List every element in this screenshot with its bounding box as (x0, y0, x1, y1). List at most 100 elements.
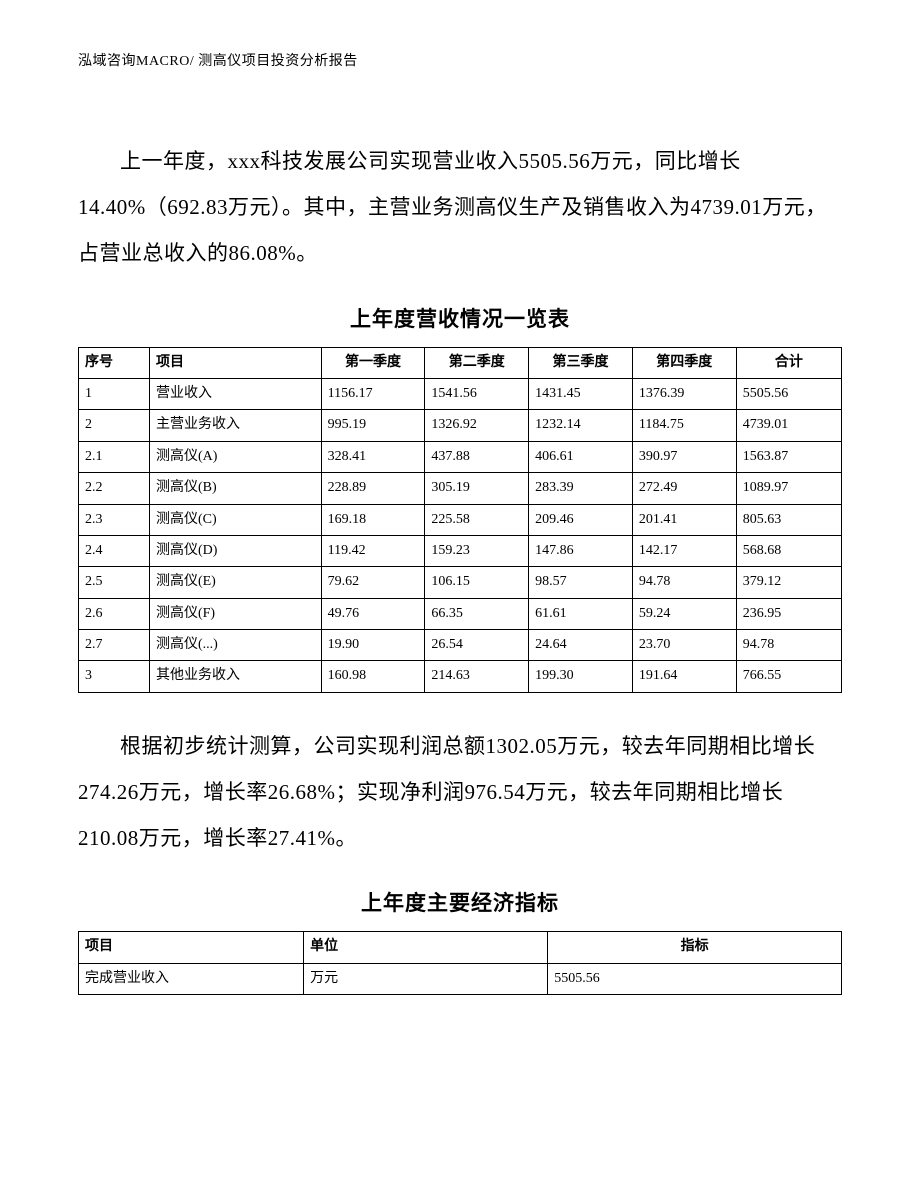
table-cell: 1156.17 (321, 378, 425, 409)
table-cell: 119.42 (321, 535, 425, 566)
table-cell: 2.7 (79, 630, 150, 661)
table-cell: 测高仪(A) (149, 441, 321, 472)
table-cell: 98.57 (529, 567, 633, 598)
table-cell: 225.58 (425, 504, 529, 535)
table-cell: 147.86 (529, 535, 633, 566)
table-cell: 1431.45 (529, 378, 633, 409)
th-item: 项目 (149, 347, 321, 378)
indicators-table: 项目 单位 指标 完成营业收入万元5505.56 (78, 931, 842, 995)
th2-unit: 单位 (304, 932, 548, 963)
table-row: 2.4测高仪(D)119.42159.23147.86142.17568.68 (79, 535, 842, 566)
table-cell: 2.2 (79, 473, 150, 504)
table-row: 2.7测高仪(...)19.9026.5424.6423.7094.78 (79, 630, 842, 661)
table-cell: 160.98 (321, 661, 425, 692)
table-cell: 测高仪(...) (149, 630, 321, 661)
table-cell: 236.95 (736, 598, 841, 629)
th-q4: 第四季度 (632, 347, 736, 378)
table-cell: 测高仪(C) (149, 504, 321, 535)
table-row: 2.1测高仪(A)328.41437.88406.61390.971563.87 (79, 441, 842, 472)
revenue-table: 序号 项目 第一季度 第二季度 第三季度 第四季度 合计 1营业收入1156.1… (78, 347, 842, 693)
table-cell: 191.64 (632, 661, 736, 692)
table-row: 2.5测高仪(E)79.62106.1598.5794.78379.12 (79, 567, 842, 598)
page: 泓域咨询MACRO/ 测高仪项目投资分析报告 上一年度，xxx科技发展公司实现营… (0, 0, 920, 1191)
table-cell: 59.24 (632, 598, 736, 629)
table-cell: 437.88 (425, 441, 529, 472)
table1-header-row: 序号 项目 第一季度 第二季度 第三季度 第四季度 合计 (79, 347, 842, 378)
table-row: 3其他业务收入160.98214.63199.30191.64766.55 (79, 661, 842, 692)
table-cell: 390.97 (632, 441, 736, 472)
table-cell: 2.5 (79, 567, 150, 598)
table-cell: 1232.14 (529, 410, 633, 441)
table-row: 2.2测高仪(B)228.89305.19283.39272.491089.97 (79, 473, 842, 504)
table-cell: 1563.87 (736, 441, 841, 472)
table2-header-row: 项目 单位 指标 (79, 932, 842, 963)
table-cell: 完成营业收入 (79, 963, 304, 994)
table-cell: 406.61 (529, 441, 633, 472)
table-cell: 272.49 (632, 473, 736, 504)
table-cell: 995.19 (321, 410, 425, 441)
paragraph-1: 上一年度，xxx科技发展公司实现营业收入5505.56万元，同比增长14.40%… (78, 138, 842, 277)
table-row: 2.3测高仪(C)169.18225.58209.46201.41805.63 (79, 504, 842, 535)
table-cell: 26.54 (425, 630, 529, 661)
table-cell: 766.55 (736, 661, 841, 692)
th2-item: 项目 (79, 932, 304, 963)
table-cell: 169.18 (321, 504, 425, 535)
table-row: 2.6测高仪(F)49.7666.3561.6159.24236.95 (79, 598, 842, 629)
table-cell: 201.41 (632, 504, 736, 535)
table-cell: 5505.56 (736, 378, 841, 409)
table-cell: 228.89 (321, 473, 425, 504)
table-cell: 66.35 (425, 598, 529, 629)
table1-title: 上年度营收情况一览表 (78, 303, 842, 333)
table-cell: 1541.56 (425, 378, 529, 409)
th2-indicator: 指标 (548, 932, 842, 963)
table-row: 2主营业务收入995.191326.921232.141184.754739.0… (79, 410, 842, 441)
th-q1: 第一季度 (321, 347, 425, 378)
table-cell: 142.17 (632, 535, 736, 566)
table-cell: 1326.92 (425, 410, 529, 441)
table-row: 完成营业收入万元5505.56 (79, 963, 842, 994)
table-cell: 19.90 (321, 630, 425, 661)
table-cell: 1089.97 (736, 473, 841, 504)
table-cell: 106.15 (425, 567, 529, 598)
table2-body: 完成营业收入万元5505.56 (79, 963, 842, 994)
table-cell: 214.63 (425, 661, 529, 692)
table-row: 1营业收入1156.171541.561431.451376.395505.56 (79, 378, 842, 409)
table-cell: 2 (79, 410, 150, 441)
th-q2: 第二季度 (425, 347, 529, 378)
table-cell: 159.23 (425, 535, 529, 566)
table-cell: 379.12 (736, 567, 841, 598)
table-cell: 568.68 (736, 535, 841, 566)
table-cell: 4739.01 (736, 410, 841, 441)
table-cell: 测高仪(E) (149, 567, 321, 598)
table-cell: 328.41 (321, 441, 425, 472)
table-cell: 3 (79, 661, 150, 692)
page-header: 泓域咨询MACRO/ 测高仪项目投资分析报告 (78, 50, 842, 70)
table-cell: 61.61 (529, 598, 633, 629)
table-cell: 万元 (304, 963, 548, 994)
table-cell: 2.3 (79, 504, 150, 535)
table-cell: 2.4 (79, 535, 150, 566)
table-cell: 49.76 (321, 598, 425, 629)
table-cell: 199.30 (529, 661, 633, 692)
table-cell: 305.19 (425, 473, 529, 504)
table-cell: 805.63 (736, 504, 841, 535)
table-cell: 209.46 (529, 504, 633, 535)
th-seq: 序号 (79, 347, 150, 378)
table-cell: 79.62 (321, 567, 425, 598)
table-cell: 23.70 (632, 630, 736, 661)
table-cell: 测高仪(D) (149, 535, 321, 566)
table-cell: 94.78 (736, 630, 841, 661)
th-q3: 第三季度 (529, 347, 633, 378)
table-cell: 测高仪(F) (149, 598, 321, 629)
paragraph-2: 根据初步统计测算，公司实现利润总额1302.05万元，较去年同期相比增长274.… (78, 723, 842, 862)
table-cell: 2.6 (79, 598, 150, 629)
table-cell: 主营业务收入 (149, 410, 321, 441)
table2-title: 上年度主要经济指标 (78, 887, 842, 917)
header-text: 泓域咨询MACRO/ 测高仪项目投资分析报告 (78, 54, 358, 69)
th-total: 合计 (736, 347, 841, 378)
table-cell: 94.78 (632, 567, 736, 598)
table-cell: 其他业务收入 (149, 661, 321, 692)
table-cell: 1184.75 (632, 410, 736, 441)
table-cell: 测高仪(B) (149, 473, 321, 504)
table-cell: 2.1 (79, 441, 150, 472)
